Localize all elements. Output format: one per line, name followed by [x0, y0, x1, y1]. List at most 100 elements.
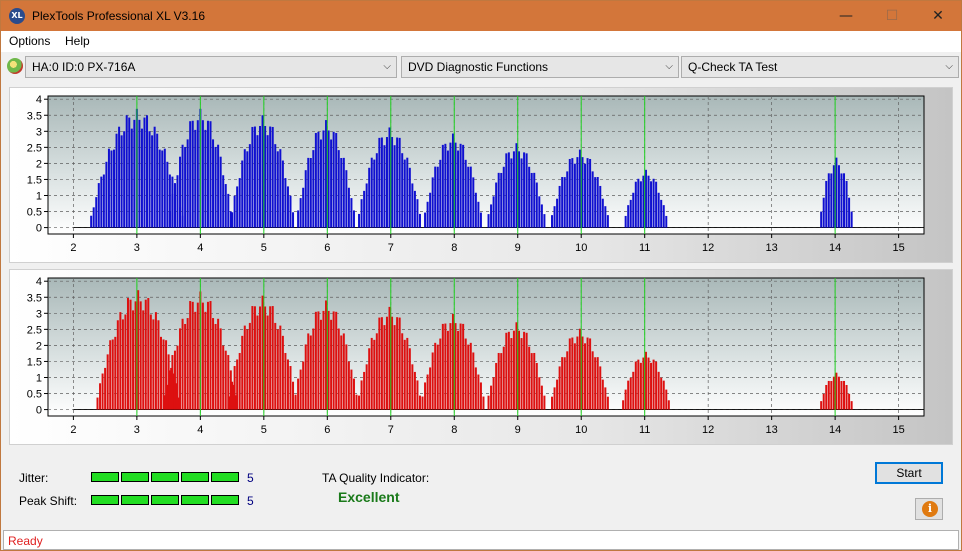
histogram-bar [251, 126, 254, 228]
histogram-bar [345, 170, 348, 228]
histogram-bar [373, 159, 376, 228]
function-select[interactable]: DVD Diagnostic Functions ⌵ [401, 56, 679, 78]
histogram-bar [606, 396, 609, 410]
histogram-bar [665, 215, 668, 228]
menu-options[interactable]: Options [9, 34, 51, 48]
histogram-bar [576, 157, 579, 228]
histogram-bar [342, 333, 345, 410]
histogram-bar [130, 128, 133, 228]
histogram-bar [845, 384, 848, 410]
histogram-bar [299, 369, 302, 410]
histogram-bar [650, 362, 653, 410]
histogram-bar [330, 139, 333, 228]
histogram-bar [561, 357, 564, 410]
histogram-bar [507, 331, 510, 410]
histogram-bar [137, 290, 140, 410]
histogram-bar [345, 344, 348, 410]
close-button[interactable]: ✕ [932, 8, 944, 24]
histogram-bar [827, 380, 830, 410]
histogram-bar [253, 306, 256, 410]
histogram-bar [591, 171, 594, 228]
maximize-button[interactable]: ☐ [885, 8, 899, 24]
y-tick-label: 3.5 [27, 292, 42, 304]
histogram-bar [134, 301, 137, 410]
peak-shift-chart-panel: 0 0.5 1 1.5 2 2.5 3 3.5 4 2 3 4 5 6 7 8 9 10 11 12 13 14 15 [9, 269, 953, 445]
histogram-bar [115, 133, 118, 228]
histogram-bar [632, 371, 635, 410]
info-button[interactable]: i [915, 498, 943, 520]
histogram-bar [281, 335, 284, 410]
peak-shift-meter-segment [91, 495, 119, 505]
histogram-bar [474, 367, 477, 410]
peak-shift-meter-segment [121, 495, 149, 505]
y-tick-label: 0 [36, 405, 42, 417]
histogram-bar [431, 352, 434, 410]
histogram-bar [561, 177, 564, 228]
histogram-bar [538, 377, 541, 410]
jitter-meter-segment [151, 472, 179, 482]
histogram-bar [173, 350, 176, 410]
x-tick-label: 15 [892, 242, 904, 254]
histogram-bar [418, 395, 421, 410]
histogram-bar [497, 352, 500, 410]
test-select[interactable]: Q-Check TA Test ⌵ [681, 56, 959, 78]
histogram-bar [373, 339, 376, 410]
histogram-bar [214, 323, 217, 410]
x-tick-label: 2 [70, 242, 76, 254]
histogram-bar [568, 338, 571, 410]
histogram-bar [340, 335, 343, 410]
histogram-bar [352, 378, 355, 410]
histogram-bar [194, 129, 197, 228]
histogram-bar [439, 338, 442, 410]
histogram-bar [347, 361, 350, 410]
y-tick-label: 0 [36, 223, 42, 235]
y-tick-label: 3 [36, 308, 42, 320]
histogram-bar [584, 343, 587, 410]
histogram-bar [599, 185, 602, 228]
histogram-bar [467, 166, 470, 228]
histogram-bar [647, 175, 650, 228]
histogram-bar [119, 312, 122, 410]
x-tick-label: 6 [324, 424, 330, 436]
histogram-bar [309, 335, 312, 410]
histogram-bar [209, 121, 212, 228]
drive-select[interactable]: HA:0 ID:0 PX-716A ⌵ [25, 56, 397, 78]
histogram-bar [227, 193, 230, 228]
histogram-bar [825, 384, 828, 410]
histogram-bar [637, 178, 640, 228]
histogram-bar [259, 126, 262, 228]
histogram-bar [444, 323, 447, 410]
histogram-bar [518, 330, 521, 410]
menu-help[interactable]: Help [65, 34, 90, 48]
histogram-bar [284, 352, 287, 410]
x-tick-label: 10 [575, 242, 587, 254]
histogram-bar [219, 156, 222, 228]
histogram-bar [96, 397, 99, 410]
histogram-bar [571, 337, 574, 410]
histogram-bar [233, 366, 236, 410]
histogram-bar [403, 159, 406, 228]
histogram-bar [479, 382, 482, 410]
histogram-bar [406, 157, 409, 228]
histogram-bar [391, 137, 394, 228]
histogram-bar [662, 205, 665, 228]
histogram-bar [840, 173, 843, 228]
histogram-bar [573, 163, 576, 228]
info-icon: i [922, 501, 938, 517]
histogram-bar [194, 311, 197, 410]
y-tick-label: 1 [36, 190, 42, 202]
histogram-bar [368, 167, 371, 228]
start-button[interactable]: Start [875, 462, 943, 484]
histogram-bar [383, 145, 386, 228]
histogram-bar [551, 396, 554, 410]
minimize-button[interactable]: — [839, 8, 853, 24]
histogram-bar [586, 337, 589, 410]
histogram-bar [111, 339, 114, 410]
peak-shift-chart: 0 0.5 1 1.5 2 2.5 3 3.5 4 2 3 4 5 6 7 8 9 10 11 12 13 14 15 [27, 276, 925, 436]
histogram-bar [251, 306, 254, 410]
function-select-value: DVD Diagnostic Functions [408, 60, 549, 74]
histogram-bar [146, 115, 149, 228]
histogram-bar [107, 148, 110, 228]
histogram-bar [497, 172, 500, 228]
histogram-bar [261, 295, 264, 410]
